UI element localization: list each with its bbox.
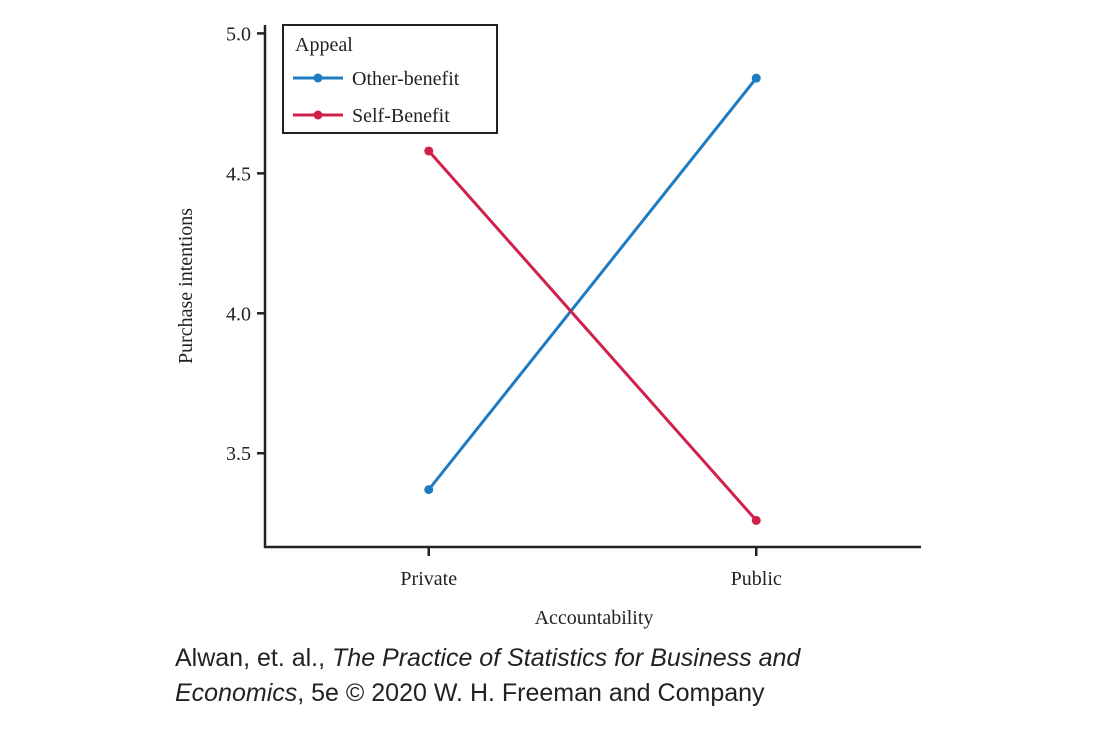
legend-marker bbox=[313, 110, 323, 120]
source-line-2: Economics, 5e © 2020 W. H. Freeman and C… bbox=[175, 679, 765, 707]
y-tick-label: 5.0 bbox=[226, 23, 251, 45]
y-tick-label: 3.5 bbox=[226, 443, 251, 465]
source-title-end: Economics bbox=[175, 679, 297, 707]
legend-marker bbox=[313, 73, 323, 83]
series-line bbox=[427, 77, 758, 491]
source-line-1: Alwan, et. al., The Practice of Statisti… bbox=[175, 644, 801, 672]
point bbox=[424, 146, 434, 156]
source-title: The Practice of Statistics for Business … bbox=[332, 644, 801, 672]
y-tick-label: 4.0 bbox=[226, 303, 251, 325]
x-tick-label: Public bbox=[731, 568, 782, 590]
x-axis-label: Accountability bbox=[535, 607, 654, 629]
y-axis-label: Purchase intentions bbox=[175, 208, 197, 364]
legend-label: Self-Benefit bbox=[352, 105, 450, 127]
point bbox=[424, 485, 434, 495]
legend-label: Other-benefit bbox=[352, 68, 460, 90]
x-tick-label: Private bbox=[400, 568, 457, 590]
legend-title: Appeal bbox=[295, 34, 353, 56]
point bbox=[751, 515, 761, 525]
source-author: Alwan, et. al., bbox=[175, 644, 332, 672]
y-tick-label: 4.5 bbox=[226, 163, 251, 185]
source-publisher: , 5e © 2020 W. H. Freeman and Company bbox=[297, 679, 765, 707]
series-line bbox=[427, 149, 758, 522]
point bbox=[751, 73, 761, 83]
